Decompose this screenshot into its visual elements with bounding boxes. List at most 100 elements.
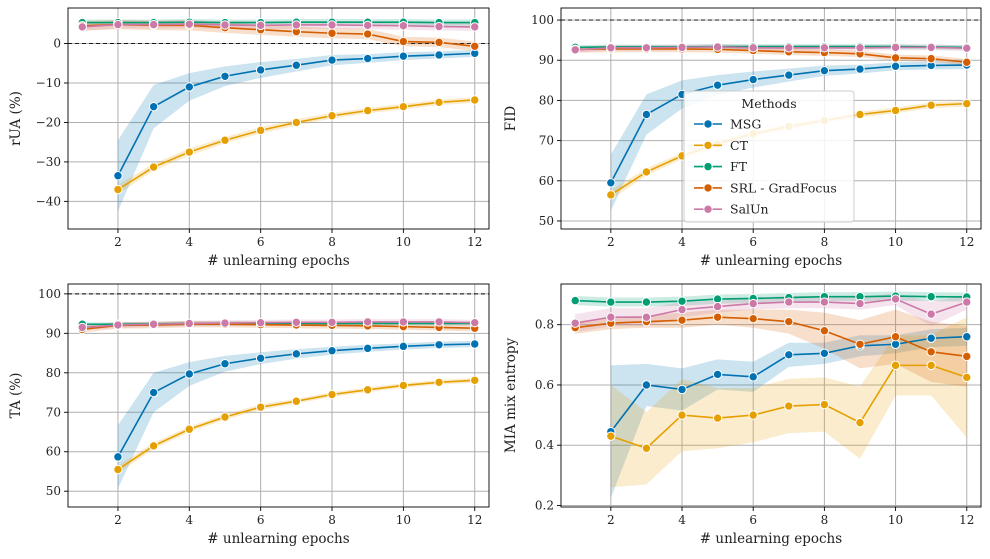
point-ct	[819, 399, 830, 410]
point-srl-gradfocus	[434, 37, 444, 48]
point-msg	[819, 348, 830, 359]
point-srl-gradfocus	[362, 29, 373, 39]
band-srl-gradfocus	[575, 309, 967, 387]
y-tick-label: 0.4	[535, 438, 554, 452]
x-tick-label: 6	[257, 235, 265, 249]
point-salun	[926, 309, 936, 319]
point-salun	[255, 20, 266, 31]
point-srl-gradfocus	[890, 53, 901, 63]
point-msg	[220, 359, 230, 369]
point-ft	[677, 296, 687, 306]
series-line-salun	[575, 46, 967, 51]
y-tick-label: 50	[46, 484, 61, 498]
legend-entry-msg: MSG	[694, 117, 761, 132]
point-srl-gradfocus	[470, 41, 480, 51]
point-msg	[712, 369, 723, 380]
point-ct	[434, 377, 444, 387]
point-srl-gradfocus	[962, 351, 972, 362]
panel-ta: 2 4 6 8 10 12 50 60 70 80 90 100 # unlearning epochs…	[8, 283, 490, 547]
point-salun	[398, 21, 409, 31]
y-tick-label: 90	[46, 326, 61, 340]
y-tick-label: 0.6	[535, 378, 554, 392]
point-salun	[148, 19, 159, 30]
y-tick-label: 0	[53, 37, 61, 51]
x-tick-label: 4	[185, 235, 193, 249]
point-srl-gradfocus	[819, 326, 830, 336]
legend-marker	[703, 140, 713, 151]
point-msg	[398, 51, 409, 61]
y-tick-label: 90	[539, 53, 554, 67]
point-ct	[255, 125, 266, 136]
band-msg	[117, 49, 475, 212]
point-msg	[113, 171, 123, 181]
point-srl-gradfocus	[890, 332, 901, 342]
point-salun	[291, 317, 302, 327]
point-salun	[398, 317, 409, 327]
point-msg	[327, 346, 337, 356]
y-tick-label: −40	[36, 194, 61, 208]
point-ct	[255, 402, 266, 412]
point-msg	[113, 452, 123, 462]
legend-entry-salun: SalUn	[694, 202, 769, 217]
y-axis-label-rua: rUA (%)	[8, 91, 24, 146]
y-axis-label-ta: TA (%)	[8, 373, 24, 419]
point-srl-gradfocus	[926, 347, 936, 357]
point-ct	[890, 105, 901, 116]
legend-frame	[683, 90, 855, 223]
point-salun	[434, 317, 444, 327]
legend-marker	[703, 204, 713, 214]
point-ct	[184, 147, 195, 157]
point-msg	[712, 80, 723, 90]
point-salun	[926, 42, 936, 53]
axes-frame	[67, 7, 490, 230]
legend-label: SRL - GradFocus	[730, 180, 837, 195]
point-ct	[291, 396, 302, 406]
point-ct	[641, 167, 652, 177]
point-msg	[748, 74, 758, 85]
x-tick-label: 12	[467, 513, 482, 527]
point-salun	[184, 19, 195, 29]
legend-label: FT	[730, 159, 748, 174]
point-msg	[362, 343, 373, 354]
x-tick-label: 10	[396, 235, 411, 249]
legend-label: CT	[730, 138, 749, 153]
point-salun	[641, 312, 652, 322]
x-tick-label: 6	[257, 513, 265, 527]
point-salun	[220, 318, 230, 328]
x-tick-label: 12	[959, 513, 974, 527]
point-msg	[398, 341, 409, 352]
legend-label: MSG	[730, 117, 761, 132]
point-salun	[606, 312, 616, 322]
point-salun	[77, 322, 87, 333]
point-srl-gradfocus	[784, 316, 794, 327]
point-msg	[184, 369, 195, 379]
point-srl-gradfocus	[926, 53, 936, 64]
x-axis-label: # unlearning epochs	[207, 253, 349, 269]
point-msg	[855, 64, 865, 74]
band-srl-gradfocus	[575, 45, 967, 66]
legend-entry-ft: FT	[694, 159, 748, 174]
x-axis-label: # unlearning epochs	[700, 253, 842, 269]
point-salun	[291, 20, 302, 30]
x-axis-label: # unlearning epochs	[207, 531, 349, 547]
point-msg	[148, 387, 159, 398]
point-ct	[327, 111, 337, 121]
point-ct	[398, 101, 409, 112]
x-tick-label: 2	[607, 235, 615, 249]
axes-frame	[560, 7, 982, 230]
point-srl-gradfocus	[855, 339, 865, 349]
point-ct	[748, 410, 758, 420]
point-salun	[784, 43, 794, 53]
series-line-srl-gradfocus	[575, 316, 967, 358]
point-salun	[962, 297, 972, 307]
band-srl-gradfocus	[82, 19, 475, 52]
y-tick-label: 50	[539, 214, 554, 228]
point-salun	[148, 319, 159, 329]
point-salun	[890, 42, 901, 53]
point-ct	[890, 360, 901, 371]
point-salun	[606, 43, 616, 53]
y-axis-label-fid: FID	[503, 106, 519, 132]
point-salun	[712, 42, 723, 52]
point-salun	[641, 43, 652, 53]
